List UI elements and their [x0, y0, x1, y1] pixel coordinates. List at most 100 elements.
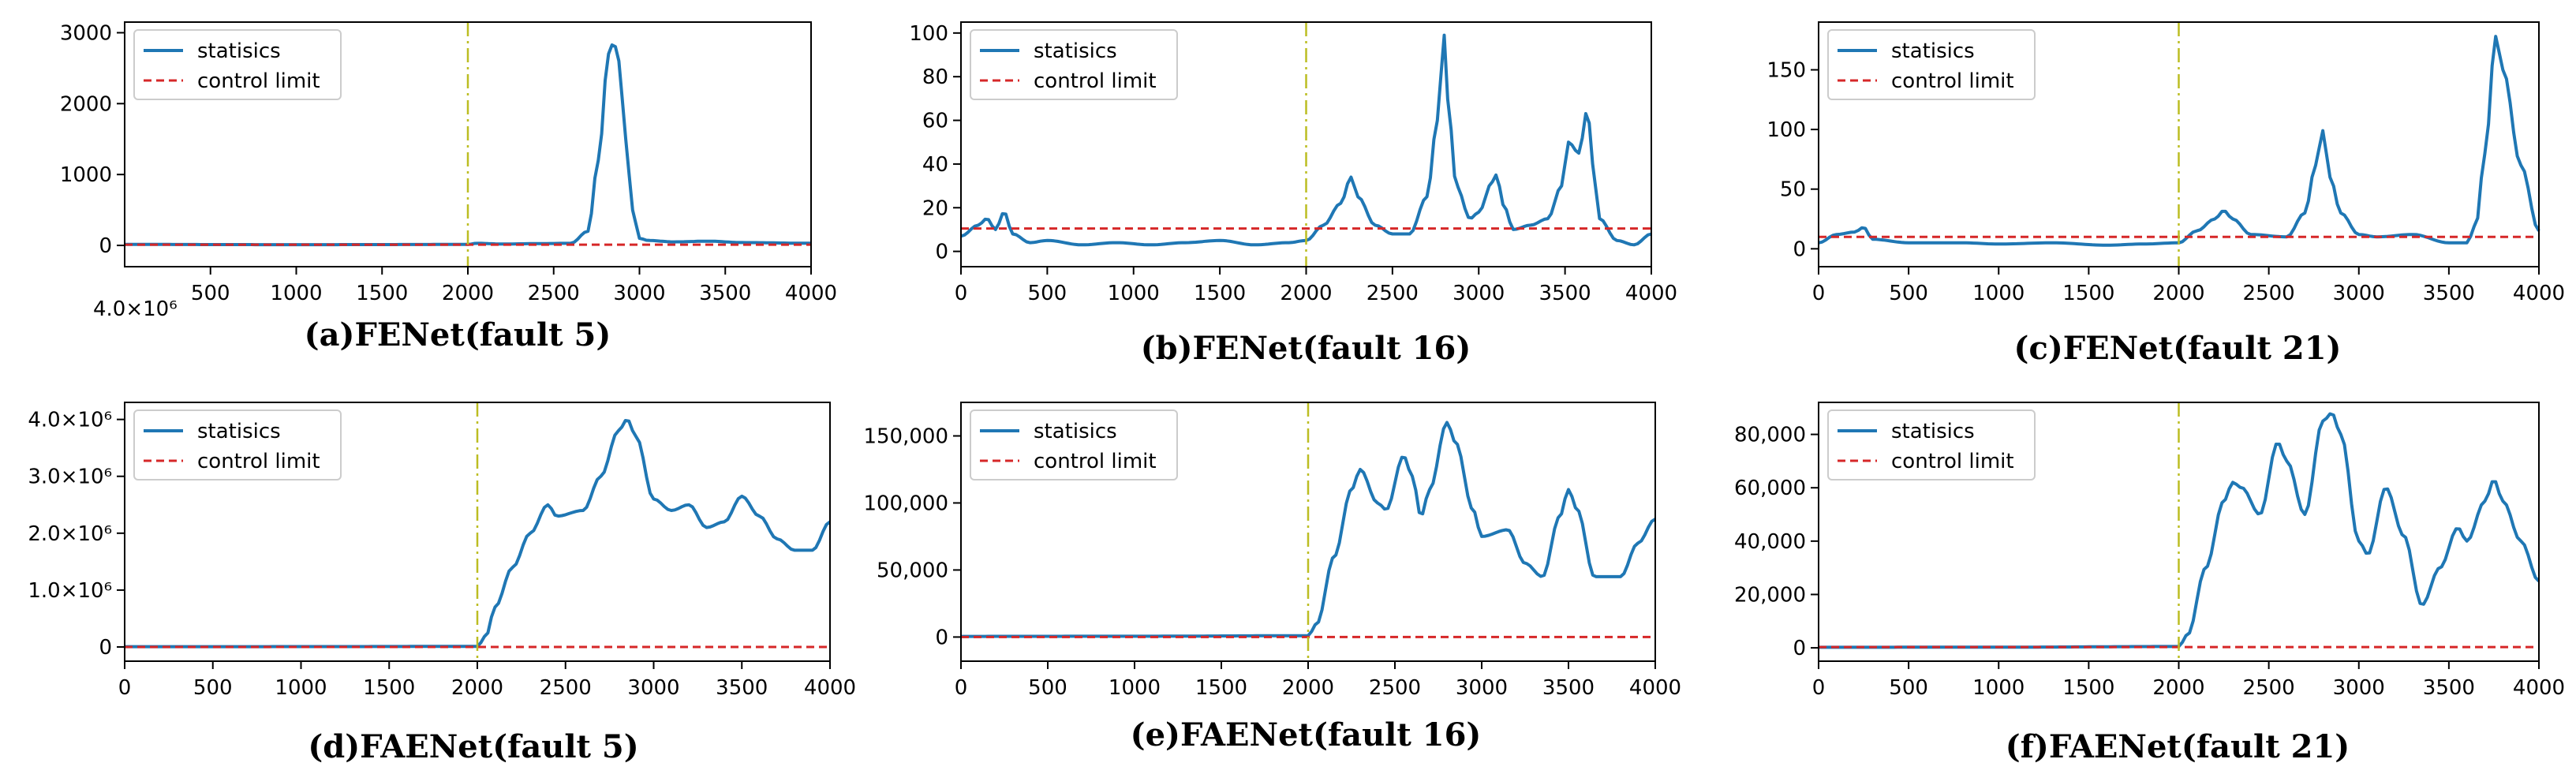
chart-caption: (d)FAENet(fault 5) — [308, 728, 638, 765]
chart-panel-6: 0 500 1000 1500 2000 2500 3000 3500 4000 0 20,000 4… — [1734, 402, 2565, 765]
legend-label-statistic: statisics — [197, 39, 281, 63]
x-tick-label: 500 — [1028, 282, 1067, 305]
y-tick-label: 1.0×10⁶ — [28, 579, 112, 603]
legend-label-statistic: statisics — [1034, 39, 1117, 63]
x-tick-label: 2500 — [2243, 676, 2295, 700]
x-tick-label: 0 — [955, 676, 968, 700]
x-tick-label: 2000 — [2152, 676, 2204, 700]
x-tick-label: 4000 — [785, 282, 837, 305]
y-tick-label: 100 — [909, 22, 948, 46]
x-tick-label: 3500 — [2423, 282, 2475, 305]
y-tick-label: 100,000 — [863, 492, 948, 515]
x-tick-label: 3500 — [699, 282, 751, 305]
y-tick-label: 4.0×10⁶ — [28, 409, 112, 432]
x-tick-label: 4000 — [1629, 676, 1681, 700]
x-tick-label: 3500 — [1542, 676, 1595, 700]
x-tick-label: 1000 — [1972, 676, 2025, 700]
y-tick-label: 150,000 — [863, 424, 948, 448]
y-tick-label: 1000 — [60, 163, 112, 187]
x-tick-label: 3500 — [1539, 282, 1591, 305]
y-tick-label: 80 — [922, 65, 948, 89]
y-tick-label: 2000 — [60, 92, 112, 116]
x-tick-label: 500 — [1889, 282, 1928, 305]
chart-caption: (a)FENet(fault 5) — [305, 316, 611, 353]
legend-label-statistic: statisics — [1891, 420, 1975, 443]
x-tick-label: 2500 — [528, 282, 580, 305]
y-tick-label: 0 — [935, 626, 948, 649]
y-tick-label: 0 — [1793, 237, 1806, 261]
y-tick-label: 0 — [1793, 637, 1806, 660]
x-tick-label: 2000 — [451, 676, 503, 700]
x-tick-label: 1500 — [363, 676, 415, 700]
legend-label-statistic: statisics — [1034, 420, 1117, 443]
x-tick-label: 1500 — [356, 282, 408, 305]
x-tick-label: 2500 — [540, 676, 592, 700]
legend-label-control-limit: control limit — [197, 69, 320, 93]
x-tick-label: 3000 — [1456, 676, 1508, 700]
y-tick-label: 150 — [1767, 58, 1806, 82]
chart-caption: (b)FENet(fault 16) — [1141, 330, 1471, 367]
x-tick-label: 1500 — [2062, 676, 2114, 700]
chart-panel-3: 0 500 1000 1500 2000 2500 3000 3500 4000 0 50 100 15… — [1767, 21, 2565, 367]
y-tick-label: 40,000 — [1734, 530, 1806, 554]
x-tick-label: 1000 — [275, 676, 327, 700]
x-tick-label: 500 — [191, 282, 230, 305]
legend-label-statistic: statisics — [197, 420, 281, 443]
x-tick-label: 500 — [1028, 676, 1067, 700]
x-tick-label: 4000 — [1625, 282, 1677, 305]
legend-label-control-limit: control limit — [1891, 69, 2014, 93]
x-tick-label: 500 — [193, 676, 233, 700]
x-tick-label: 0 — [955, 282, 968, 305]
x-tick-label: 1000 — [1109, 676, 1161, 700]
x-tick-label: 3000 — [2333, 282, 2385, 305]
x-tick-label: 3500 — [716, 676, 768, 700]
chart-panel-4: 0 500 1000 1500 2000 2500 3000 3500 4000 0 1.0×10⁶… — [28, 402, 856, 765]
x-tick-label: 2000 — [1280, 282, 1332, 305]
x-tick-label: 2000 — [2152, 282, 2204, 305]
x-tick-label: 4000 — [2513, 676, 2565, 700]
legend-box — [133, 29, 342, 100]
y-tick-label: 0 — [99, 636, 112, 660]
legend-box — [1827, 409, 2036, 480]
x-tick-label: 0 — [118, 676, 132, 700]
y-tick-label: 50,000 — [877, 559, 948, 582]
legend-label-control-limit: control limit — [1034, 69, 1157, 93]
y-tick-label: 2.0×10⁶ — [28, 522, 112, 546]
x-tick-label: 4000 — [2513, 282, 2565, 305]
chart-caption: (e)FAENet(fault 16) — [1131, 716, 1482, 753]
chart-panel-2: 0 500 1000 1500 2000 2500 3000 3500 4000 0 20 40 60 8… — [909, 21, 1677, 367]
x-tick-label: 3000 — [1453, 282, 1505, 305]
x-tick-label: 0 — [1812, 282, 1826, 305]
chart-panel-1: 500 1000 1500 2000 2500 3000 3500 4000 4.0×10⁶ 0 1… — [60, 21, 837, 353]
x-tick-label: 2500 — [1369, 676, 1421, 700]
y-tick-label: 60,000 — [1734, 477, 1806, 500]
legend-box — [1827, 29, 2036, 100]
y-tick-label: 100 — [1767, 118, 1806, 142]
x-tick-label: 1500 — [1194, 282, 1246, 305]
x-tick-label: 1500 — [1195, 676, 1247, 700]
legend-label-statistic: statisics — [1891, 39, 1975, 63]
x-tick-label: 0 — [1812, 676, 1826, 700]
legend-label-control-limit: control limit — [1891, 450, 2014, 473]
x-tick-label: 4000 — [804, 676, 856, 700]
x-tick-label: 3000 — [627, 676, 679, 700]
legend-box — [970, 29, 1178, 100]
x-tick-label: 2000 — [442, 282, 494, 305]
chart-caption: (c)FENet(fault 21) — [2014, 330, 2342, 367]
x-tick-label: 2500 — [1367, 282, 1419, 305]
x-tick-label: 1000 — [1108, 282, 1160, 305]
x-tick-label: 3500 — [2423, 676, 2475, 700]
x-tick-label: 1000 — [1972, 282, 2025, 305]
y-tick-label: 50 — [1780, 178, 1806, 202]
y-tick-label: 0 — [99, 234, 112, 258]
legend-label-control-limit: control limit — [1034, 450, 1157, 473]
x-tick-label: 3000 — [2333, 676, 2385, 700]
y-tick-label: 20,000 — [1734, 583, 1806, 607]
y-tick-label: 0 — [935, 241, 948, 264]
chart-panel-5: 0 500 1000 1500 2000 2500 3000 3500 4000 0 50,000 1… — [863, 402, 1681, 753]
x-offset-label: 4.0×10⁶ — [93, 297, 178, 321]
legend-box — [970, 409, 1178, 480]
x-tick-label: 3000 — [613, 282, 665, 305]
y-tick-label: 20 — [922, 196, 948, 220]
